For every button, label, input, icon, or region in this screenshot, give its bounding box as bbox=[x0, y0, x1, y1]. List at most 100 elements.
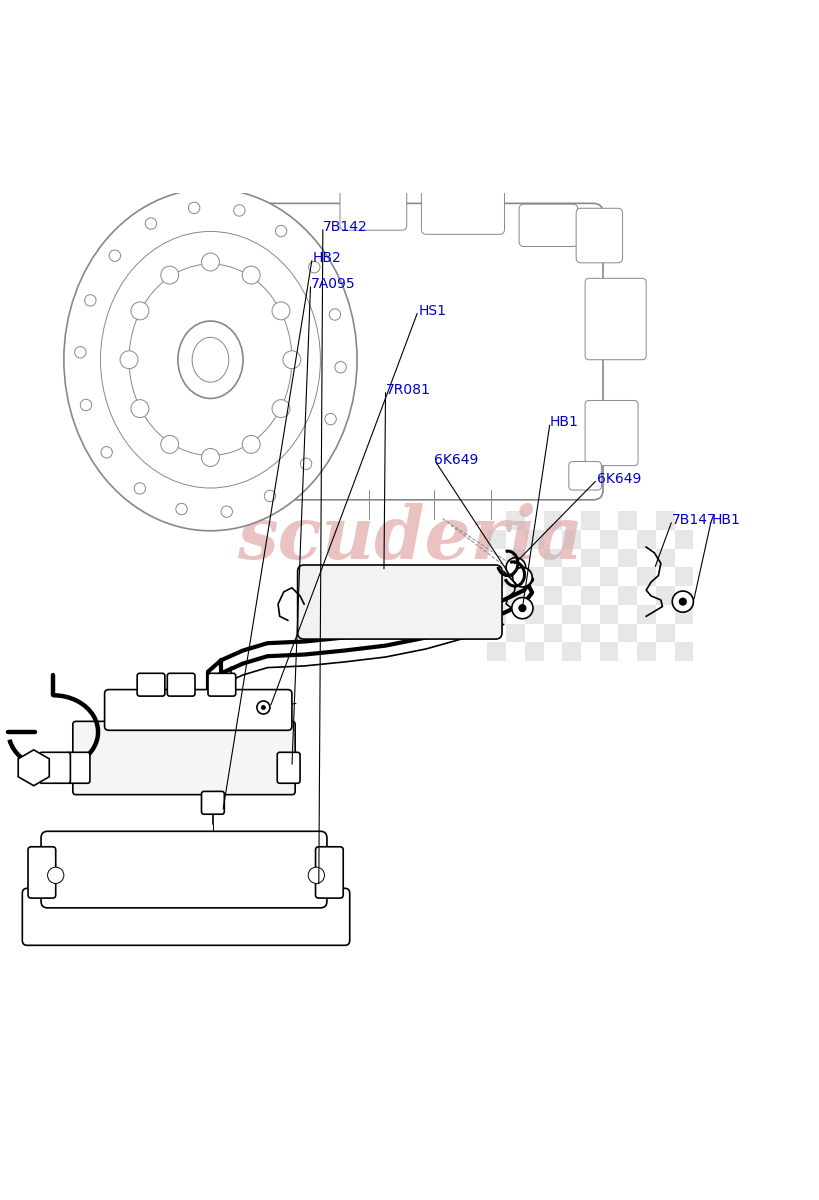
Bar bbox=[562, 605, 581, 624]
Circle shape bbox=[275, 226, 287, 236]
FancyBboxPatch shape bbox=[201, 791, 224, 814]
FancyBboxPatch shape bbox=[568, 462, 600, 490]
Bar bbox=[674, 605, 693, 624]
Text: 7A095: 7A095 bbox=[310, 277, 355, 290]
Circle shape bbox=[48, 868, 64, 883]
Text: HB1: HB1 bbox=[550, 415, 578, 430]
Bar bbox=[599, 568, 618, 586]
FancyBboxPatch shape bbox=[137, 673, 165, 696]
Bar bbox=[486, 530, 505, 548]
Bar bbox=[524, 642, 543, 661]
Bar bbox=[618, 511, 636, 530]
FancyBboxPatch shape bbox=[67, 752, 90, 784]
Circle shape bbox=[161, 436, 179, 454]
Circle shape bbox=[101, 446, 112, 458]
Circle shape bbox=[324, 414, 336, 425]
Circle shape bbox=[84, 295, 96, 306]
Circle shape bbox=[242, 436, 260, 454]
FancyBboxPatch shape bbox=[208, 673, 235, 696]
FancyBboxPatch shape bbox=[41, 832, 327, 908]
Bar bbox=[562, 642, 581, 661]
FancyBboxPatch shape bbox=[585, 278, 645, 360]
Circle shape bbox=[260, 706, 265, 710]
Circle shape bbox=[120, 350, 138, 368]
FancyBboxPatch shape bbox=[576, 209, 622, 263]
FancyBboxPatch shape bbox=[39, 752, 70, 784]
Circle shape bbox=[188, 202, 200, 214]
Bar bbox=[618, 624, 636, 642]
Bar bbox=[581, 624, 599, 642]
Bar bbox=[486, 642, 505, 661]
Bar bbox=[655, 624, 674, 642]
FancyBboxPatch shape bbox=[421, 184, 504, 234]
Bar bbox=[618, 548, 636, 568]
Bar bbox=[581, 511, 599, 530]
Circle shape bbox=[233, 205, 245, 216]
Bar bbox=[636, 568, 655, 586]
Circle shape bbox=[264, 491, 275, 502]
Bar bbox=[486, 568, 505, 586]
Text: scuderia: scuderia bbox=[237, 504, 582, 575]
Bar bbox=[505, 511, 524, 530]
FancyBboxPatch shape bbox=[518, 204, 577, 246]
Bar bbox=[505, 586, 524, 605]
Bar bbox=[543, 511, 562, 530]
Circle shape bbox=[505, 558, 525, 577]
Bar bbox=[505, 624, 524, 642]
Circle shape bbox=[678, 598, 686, 606]
Ellipse shape bbox=[129, 264, 292, 456]
FancyBboxPatch shape bbox=[315, 847, 343, 898]
FancyBboxPatch shape bbox=[28, 847, 56, 898]
Circle shape bbox=[272, 400, 290, 418]
Circle shape bbox=[75, 347, 86, 358]
Bar bbox=[655, 586, 674, 605]
FancyBboxPatch shape bbox=[105, 690, 292, 731]
Bar bbox=[581, 548, 599, 568]
Ellipse shape bbox=[64, 188, 356, 530]
FancyBboxPatch shape bbox=[22, 888, 350, 946]
Text: HB1: HB1 bbox=[710, 514, 740, 527]
Bar bbox=[674, 530, 693, 548]
Circle shape bbox=[145, 218, 156, 229]
Bar bbox=[524, 605, 543, 624]
Bar bbox=[636, 530, 655, 548]
Bar bbox=[674, 642, 693, 661]
Circle shape bbox=[221, 506, 232, 517]
Bar bbox=[543, 548, 562, 568]
Circle shape bbox=[175, 503, 187, 515]
Circle shape bbox=[329, 308, 340, 320]
Text: 7R081: 7R081 bbox=[385, 383, 430, 397]
Bar bbox=[581, 586, 599, 605]
Circle shape bbox=[134, 482, 146, 494]
Text: 6K649: 6K649 bbox=[434, 452, 478, 467]
Bar bbox=[599, 605, 618, 624]
Text: HB2: HB2 bbox=[312, 251, 341, 265]
FancyBboxPatch shape bbox=[297, 565, 501, 640]
Bar bbox=[636, 605, 655, 624]
Circle shape bbox=[109, 250, 120, 262]
Circle shape bbox=[131, 400, 149, 418]
FancyBboxPatch shape bbox=[277, 752, 300, 784]
Circle shape bbox=[201, 253, 219, 271]
Circle shape bbox=[308, 868, 324, 883]
Text: 7B142: 7B142 bbox=[323, 220, 367, 234]
Bar bbox=[543, 586, 562, 605]
Circle shape bbox=[283, 350, 301, 368]
Circle shape bbox=[512, 568, 532, 587]
Circle shape bbox=[334, 361, 346, 373]
FancyBboxPatch shape bbox=[585, 401, 637, 466]
Ellipse shape bbox=[101, 232, 320, 488]
Bar bbox=[562, 568, 581, 586]
Circle shape bbox=[201, 449, 219, 467]
Circle shape bbox=[308, 262, 319, 272]
FancyBboxPatch shape bbox=[340, 184, 406, 230]
Circle shape bbox=[672, 592, 693, 612]
Bar bbox=[562, 530, 581, 548]
Circle shape bbox=[80, 400, 92, 410]
Bar bbox=[505, 548, 524, 568]
Circle shape bbox=[300, 458, 311, 469]
Bar bbox=[618, 586, 636, 605]
Text: HS1: HS1 bbox=[418, 304, 446, 318]
Circle shape bbox=[272, 302, 290, 320]
Circle shape bbox=[511, 598, 532, 619]
